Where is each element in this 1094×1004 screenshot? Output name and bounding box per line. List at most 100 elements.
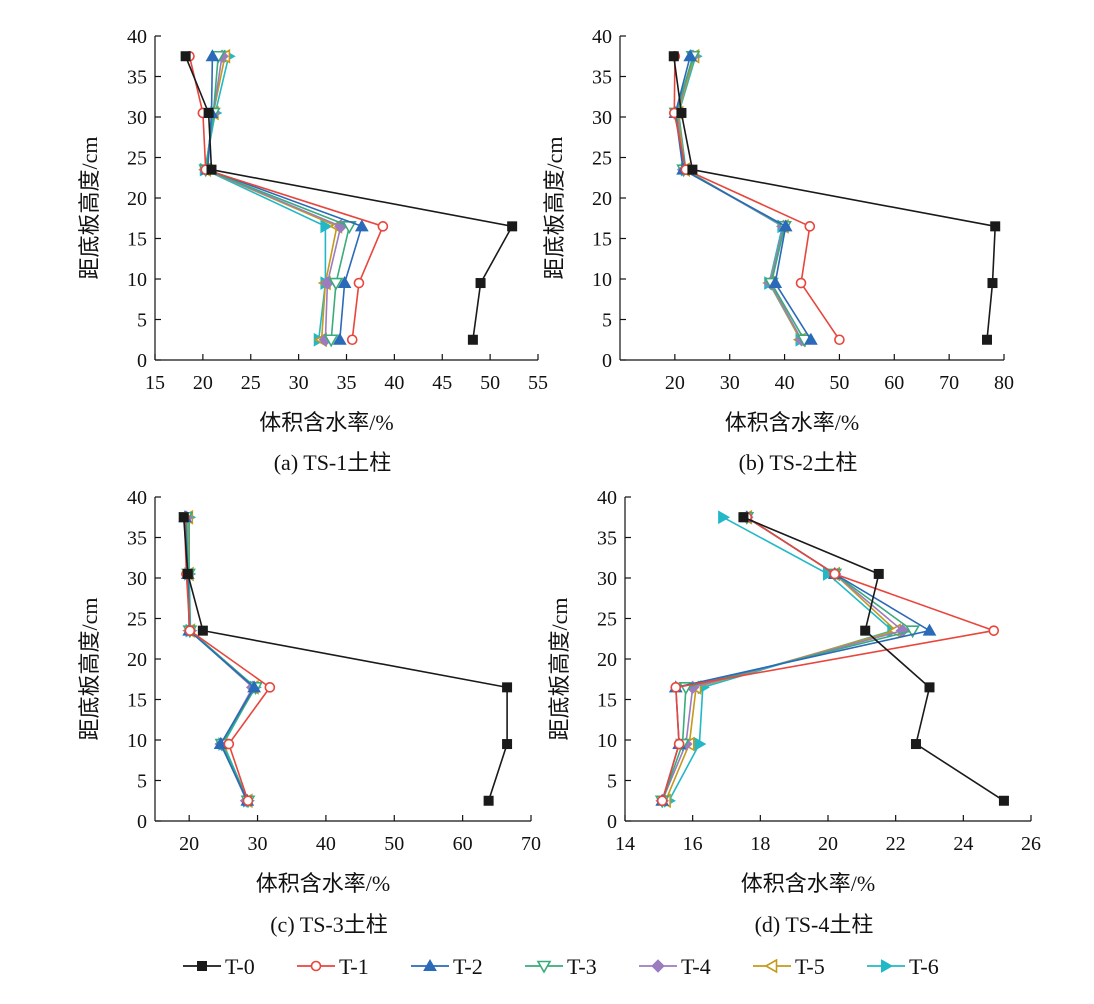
data-point-T-1 [353,277,365,289]
chart-caption: (d) TS-4土柱 [755,912,874,937]
x-tick-label: 22 [886,833,906,855]
series-T-5 [180,509,259,809]
legend-marker [310,960,322,972]
data-point-T-0 [483,795,494,806]
data-point-T-0 [502,739,513,750]
chart-caption: (b) TS-2土柱 [739,450,858,475]
series-line-T-4 [676,56,803,341]
y-tick-label: 0 [137,811,147,833]
data-point-T-2 [354,219,369,232]
series-T-5 [670,48,806,348]
series-line-T-0 [182,517,508,802]
x-tick-label: 35 [337,372,357,394]
y-tick-label: 40 [592,26,612,48]
y-tick-label: 15 [127,690,147,712]
data-point-T-1 [834,334,845,346]
data-point-T-0 [676,107,687,118]
x-tick-label: 20 [818,833,838,855]
series-line-T-4 [204,56,342,340]
series-line-T-4 [661,516,905,802]
series-T-0 [180,51,518,345]
series-T-1 [669,50,845,346]
y-tick-label: 0 [602,350,612,372]
data-point-T-2 [768,276,783,289]
y-tick-label: 5 [607,771,617,793]
data-point-T-0 [910,739,921,750]
x-axis-title: 体积含水率/% [725,410,859,435]
y-tick-label: 20 [592,188,612,210]
series-line-T-6 [677,56,802,341]
data-point-T-2 [247,680,261,693]
series-T-2 [178,510,261,806]
legend-marker [197,961,207,971]
y-tick-label: 0 [137,350,147,372]
series-line-T-6 [203,56,327,340]
data-point-T-6 [718,510,731,525]
series-T-1 [656,511,1000,807]
y-tick-label: 10 [597,730,617,752]
data-point-T-2 [332,332,347,345]
y-tick-label: 25 [592,148,612,170]
series-T-2 [200,49,369,345]
y-tick-label: 10 [592,269,612,291]
y-tick-label: 30 [127,568,147,590]
data-point-T-1 [223,738,235,750]
series-T-3 [178,511,263,809]
data-point-T-2 [337,276,352,289]
chart-panel-1: 0 5 10 15 20 25 30 35 40 20 30 40 50 60 70 80 体积含水率/% 距底板… [542,26,1014,475]
x-tick-label: 40 [316,833,336,855]
legend-entry-T-1: T-1 [297,954,369,979]
data-point-T-0 [990,221,1001,232]
series-line-T-0 [184,55,514,340]
y-tick-label: 5 [137,771,147,793]
y-tick-label: 35 [592,67,612,89]
x-tick-label: 50 [480,372,500,394]
series-line-T-4 [185,517,254,802]
data-point-T-1 [829,568,841,580]
x-tick-label: 20 [179,833,199,855]
data-point-T-0 [738,512,749,523]
data-point-T-2 [922,623,937,636]
y-tick-label: 30 [592,107,612,129]
series-T-4 [655,510,910,808]
data-point-T-0 [467,334,478,345]
data-point-T-0 [998,795,1009,806]
legend-label: T-6 [909,954,939,979]
data-point-T-2 [804,332,818,345]
y-tick-label: 10 [127,730,147,752]
data-point-T-1 [242,795,254,807]
data-point-T-0 [180,51,191,62]
x-tick-label: 30 [289,372,309,394]
chart-panel-3: 0 5 10 15 20 25 30 35 40 14 16 18 20 22 24 26 体积含水率/% 距底板… [547,487,1041,937]
x-tick-label: 15 [145,372,165,394]
x-tick-label: 80 [994,372,1014,394]
data-point-T-6 [320,219,333,234]
series-line-T-2 [184,517,256,802]
data-point-T-1 [795,277,807,289]
data-point-T-2 [778,219,793,232]
x-tick-label: 26 [1021,833,1041,855]
data-point-T-1 [184,625,196,636]
y-tick-label: 20 [127,188,147,210]
series-line-T-2 [674,56,812,341]
legend-label: T-2 [453,954,483,979]
legend-marker [423,958,437,971]
data-point-T-0 [206,164,217,175]
legend: T-0 T-1 T-2 T-3 T-4 T-5 T-6 [183,954,939,979]
legend-entry-T-3: T-3 [525,954,597,979]
legend-marker [536,960,552,974]
y-axis-title: 距底板高度/cm [542,137,567,280]
x-tick-label: 60 [453,833,473,855]
y-tick-label: 10 [127,269,147,291]
x-axis-title: 体积含水率/% [741,871,875,896]
series-line-T-3 [661,516,915,802]
series-T-3 [198,50,357,348]
data-point-T-1 [988,625,1000,636]
series-T-0 [178,512,513,806]
series-line-T-1 [188,56,384,340]
x-tick-label: 16 [683,833,703,855]
data-point-T-2 [683,49,698,62]
y-tick-label: 30 [597,568,617,590]
x-axis-title: 体积含水率/% [259,410,393,435]
series-line-T-3 [204,56,351,340]
